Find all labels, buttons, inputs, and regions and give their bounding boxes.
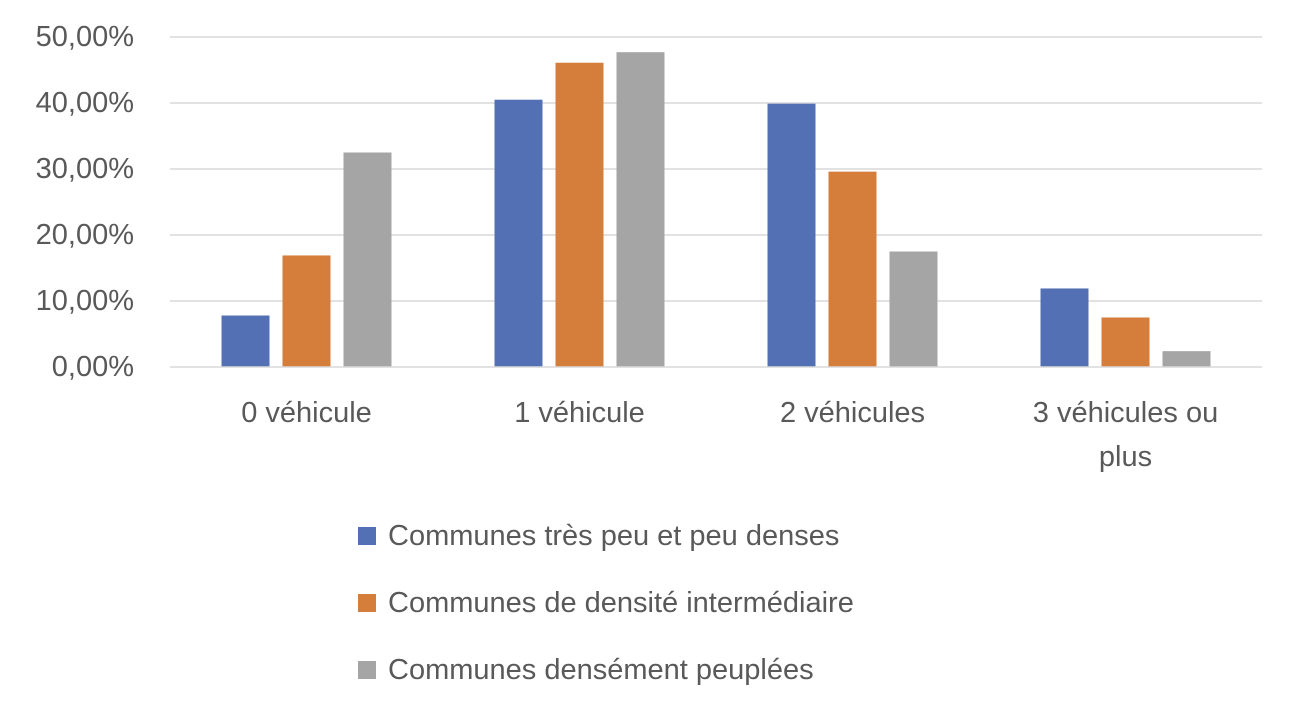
- bar: [282, 255, 331, 367]
- x-category-label: 2 véhicules: [780, 397, 925, 429]
- bar: [828, 171, 877, 367]
- x-axis-category-labels: 0 véhicule 1 véhicule 2 véhicules 3 véhicul…: [241, 397, 1218, 473]
- x-category-label: 0 véhicule: [241, 397, 372, 429]
- legend-entry-label: Communes de densité intermédiaire: [388, 587, 854, 619]
- legend-swatch: [358, 594, 376, 612]
- bar: [221, 315, 270, 367]
- legend-entry-label: Communes densément peuplées: [388, 654, 814, 686]
- gridlines: [170, 36, 1262, 302]
- bar: [343, 152, 392, 367]
- y-tick-label: 40,00%: [36, 87, 134, 119]
- y-axis-tick-labels: 0,00% 10,00% 20,00% 30,00% 40,00% 50,00%: [36, 21, 134, 383]
- legend-swatch: [358, 661, 376, 679]
- bar: [494, 99, 543, 367]
- x-category-label: 1 véhicule: [514, 397, 645, 429]
- y-tick-label: 10,00%: [36, 285, 134, 317]
- y-tick-label: 30,00%: [36, 153, 134, 185]
- legend: Communes très peu et peu denses Communes …: [358, 520, 854, 686]
- bar: [1040, 288, 1089, 367]
- legend-entry-label: Communes très peu et peu denses: [388, 520, 839, 552]
- bar: [889, 251, 938, 367]
- bar: [767, 103, 816, 367]
- y-tick-label: 20,00%: [36, 219, 134, 251]
- bars: [221, 52, 1211, 368]
- bar: [616, 52, 665, 368]
- x-category-label: 3 véhicules ou: [1033, 397, 1218, 429]
- y-tick-label: 50,00%: [36, 21, 134, 53]
- legend-swatch: [358, 527, 376, 545]
- y-tick-label: 0,00%: [52, 351, 134, 383]
- bar: [555, 62, 604, 368]
- x-category-label: plus: [1099, 441, 1152, 473]
- bar: [1162, 351, 1211, 367]
- bar: [1101, 317, 1150, 367]
